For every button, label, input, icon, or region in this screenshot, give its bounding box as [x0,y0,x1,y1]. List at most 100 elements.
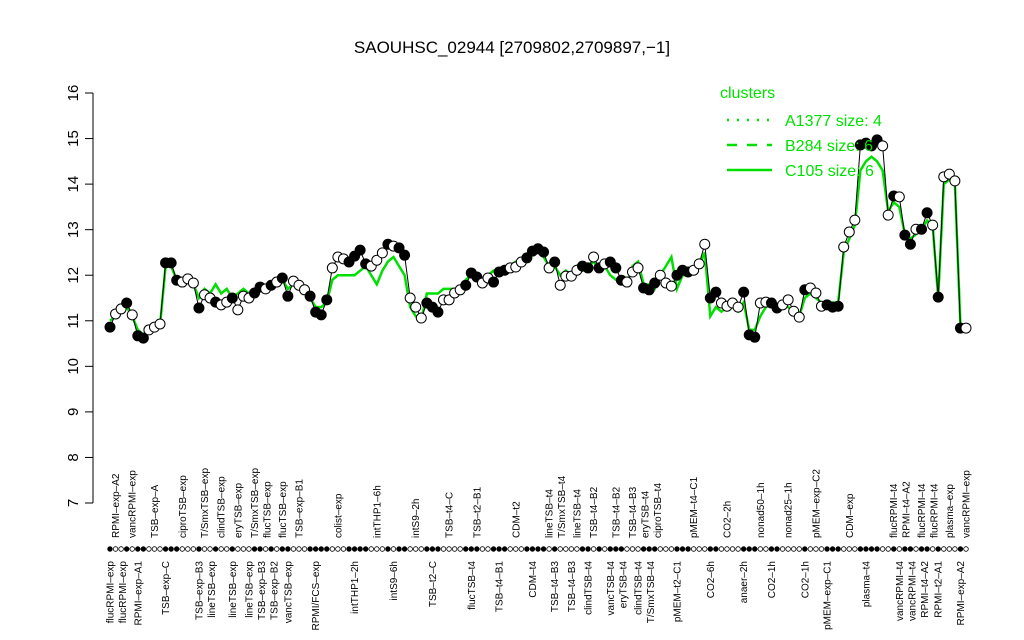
rug-mark [724,546,730,552]
rug-mark [146,546,152,552]
rug-mark [607,546,613,552]
rug-mark [707,546,714,552]
x-label-top: RPMI–exp–A2 [111,473,122,538]
rug-mark [546,546,552,552]
x-label-bottom: flucRPMI–exp [106,561,117,624]
rug-mark [390,546,397,552]
data-point [916,223,928,235]
rug-mark [490,546,497,552]
data-point [738,286,750,298]
rug-mark [535,546,541,552]
rug-mark [935,546,941,552]
rug-mark [574,546,580,552]
x-label-bottom: CO2–1h [767,561,778,598]
x-label-bottom: TSB–t2–C [428,561,439,607]
rug-mark [479,546,486,552]
rug-mark [785,546,791,552]
rug-mark [646,546,652,552]
x-label-top: clindTSB–exp [217,476,228,538]
x-label-top: eryTSB–exp [233,483,244,538]
y-tick-label: 15 [65,130,82,147]
rug-mark [329,546,336,552]
rug-mark [652,546,658,552]
rug-mark [952,546,958,552]
x-label-bottom: RPMI/FCS–exp [311,561,322,631]
rug-mark [690,546,697,552]
x-label-top: T/SmxTSB–exp [250,468,261,538]
rug-mark [735,546,741,552]
rug-mark [457,546,463,552]
data-point [838,241,850,253]
y-tick-label: 8 [65,453,82,461]
data-point [276,272,288,284]
data-point [665,280,677,292]
data-point [121,297,133,309]
rug-mark [674,546,680,552]
x-label-top: TSB–t4–B2 [611,486,622,538]
rug-mark [285,546,291,552]
y-tick-label: 10 [65,358,82,375]
x-label-bottom: TSB–t4–B1 [495,561,506,613]
x-label-top: CDM–t2 [511,501,522,538]
rug-mark [246,546,252,552]
rug-mark [368,546,374,552]
data-point [404,292,416,304]
x-label-top: pMEM–exp–C2 [811,469,822,538]
rug-mark [857,546,864,552]
data-point [893,191,905,203]
data-point [904,238,916,250]
data-point [415,312,427,324]
rug-mark [752,546,758,552]
rug-mark [640,546,647,552]
rug-mark [524,546,530,552]
rug-mark [407,546,413,552]
rug-mark [551,546,558,552]
data-point [654,269,666,281]
rug-mark [374,546,380,552]
data-point [371,254,383,266]
x-label-top: ciproTSB–t4 [653,483,664,538]
rug-mark [229,546,235,552]
data-point [126,309,138,321]
rug-mark [807,546,814,552]
rug-mark [107,546,113,552]
data-point [927,219,939,231]
rug-mark [135,546,141,552]
x-label-bottom: vancRPMI–t4 [895,561,906,621]
rug-mark [513,546,519,552]
rug-mark [618,546,625,552]
rug-mark [702,546,708,552]
rug-mark [590,546,597,552]
rug-mark [635,546,641,552]
rug-mark [790,546,797,552]
x-axis-labels: RPMI–exp–A2 vancRPMI–exp TSB–exp–A ciproTSB… [106,468,973,631]
rug-mark [279,546,286,552]
x-label-top: vancRPMI–exp [128,470,139,538]
rug-mark [774,546,780,552]
x-label-bottom: flucTSB–t4 [467,561,478,610]
rug-mark [685,546,691,552]
rug-mark [190,546,197,552]
data-point [321,294,333,306]
data-point [793,311,805,323]
rug-mark [868,546,875,552]
x-label-bottom: lineTSB–exp [244,561,255,618]
rug-mark [874,546,880,552]
data-point [621,276,633,288]
x-label-bottom: anaer–2h [739,561,750,603]
x-label-top: flucTSB–exp [278,481,289,538]
data-point [810,287,822,299]
x-label-bottom: lineTSB–exp [207,561,218,618]
rug-mark [518,546,525,552]
rug-mark [174,546,180,552]
x-label-bottom: T/SmxTSB–t4 [646,561,657,624]
rug-mark [891,546,897,552]
rug-mark [123,546,130,552]
x-label-top: ciproTSB–exp [178,475,189,538]
rug-mark [379,546,386,552]
data-points [104,134,972,344]
rug-mark [413,546,419,552]
rug-mark [718,546,725,552]
data-point [304,290,316,302]
x-label-top: colist–exp [333,493,344,538]
